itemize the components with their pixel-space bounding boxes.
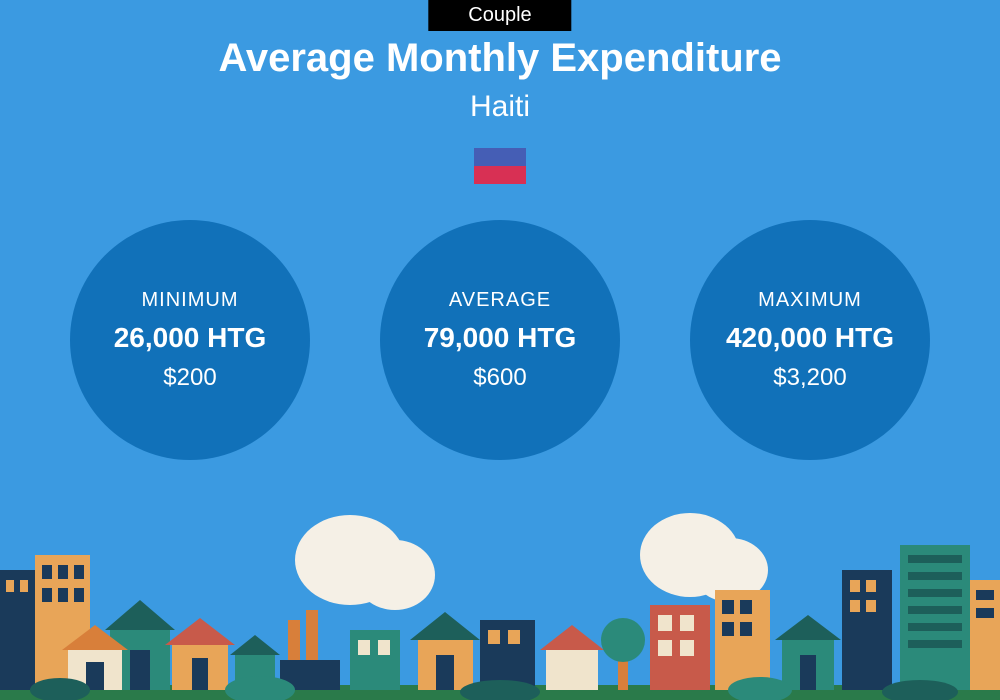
category-badge: Couple	[428, 0, 571, 31]
stat-value-usd: $200	[163, 364, 216, 392]
haiti-flag-icon	[474, 148, 526, 184]
flag-stripe-top	[474, 148, 526, 166]
stats-row: MINIMUM 26,000 HTG $200 AVERAGE 79,000 H…	[0, 220, 1000, 460]
stat-value-htg: 420,000 HTG	[726, 322, 894, 354]
cityscape-illustration	[0, 500, 1000, 700]
stat-maximum: MAXIMUM 420,000 HTG $3,200	[690, 220, 930, 460]
page-title: Average Monthly Expenditure	[0, 36, 1000, 81]
country-subtitle: Haiti	[0, 90, 1000, 124]
stat-value-htg: 79,000 HTG	[424, 322, 577, 354]
stat-label: MINIMUM	[142, 289, 239, 312]
flag-stripe-bottom	[474, 166, 526, 184]
stat-value-usd: $600	[473, 364, 526, 392]
stat-minimum: MINIMUM 26,000 HTG $200	[70, 220, 310, 460]
stat-average: AVERAGE 79,000 HTG $600	[380, 220, 620, 460]
stat-value-htg: 26,000 HTG	[114, 322, 267, 354]
stat-label: MAXIMUM	[758, 289, 862, 312]
stat-label: AVERAGE	[449, 289, 551, 312]
stat-value-usd: $3,200	[773, 364, 846, 392]
